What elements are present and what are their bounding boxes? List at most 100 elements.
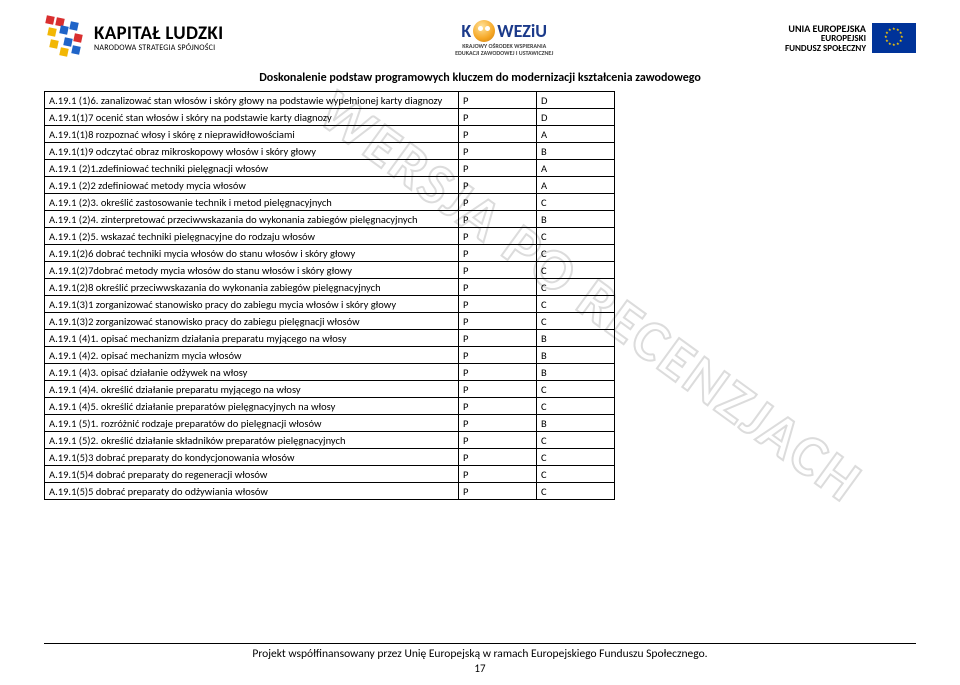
cell-category: C bbox=[537, 228, 615, 245]
cell-level: P bbox=[459, 126, 537, 143]
cell-category: D bbox=[537, 92, 615, 109]
table-row: A.19.1(3)2 zorganizować stanowisko pracy… bbox=[45, 313, 615, 330]
cell-category: B bbox=[537, 347, 615, 364]
table-row: A.19.1(5)4 dobrać preparaty do regenerac… bbox=[45, 466, 615, 483]
footer-divider bbox=[44, 643, 916, 644]
cell-category: C bbox=[537, 262, 615, 279]
page-number: 17 bbox=[0, 662, 960, 675]
cell-level: P bbox=[459, 466, 537, 483]
cell-level: P bbox=[459, 143, 537, 160]
document-page: KAPITAŁ LUDZKI NARODOWA STRATEGIA SPÓJNO… bbox=[0, 0, 960, 685]
owl-icon bbox=[473, 20, 495, 42]
table-row: A.19.1(5)5 dobrać preparaty do odżywiani… bbox=[45, 483, 615, 500]
cell-category: C bbox=[537, 296, 615, 313]
cell-category: C bbox=[537, 245, 615, 262]
cell-level: P bbox=[459, 415, 537, 432]
cell-category: B bbox=[537, 211, 615, 228]
cell-category: C bbox=[537, 466, 615, 483]
table-row: A.19.1(2)7dobrać metody mycia włosów do … bbox=[45, 262, 615, 279]
header: KAPITAŁ LUDZKI NARODOWA STRATEGIA SPÓJNO… bbox=[44, 8, 916, 68]
cell-category: C bbox=[537, 279, 615, 296]
cell-category: A bbox=[537, 160, 615, 177]
cell-description: A.19.1 (2)1.zdefiniować techniki pielęgn… bbox=[45, 160, 459, 177]
cell-category: A bbox=[537, 126, 615, 143]
table-row: A.19.1 (4)3. opisać działanie odżywek na… bbox=[45, 364, 615, 381]
eu-line1: UNIA EUROPEJSKA bbox=[788, 23, 866, 34]
table-row: A.19.1 (2)1.zdefiniować techniki pielęgn… bbox=[45, 160, 615, 177]
kl-text: KAPITAŁ LUDZKI NARODOWA STRATEGIA SPÓJNO… bbox=[94, 24, 223, 52]
cell-description: A.19.1(1)9 odczytać obraz mikroskopowy w… bbox=[45, 143, 459, 160]
cell-category: C bbox=[537, 483, 615, 500]
cell-level: P bbox=[459, 245, 537, 262]
kl-title: KAPITAŁ LUDZKI bbox=[94, 24, 223, 44]
table-row: A.19.1(2)6 dobrać techniki mycia włosów … bbox=[45, 245, 615, 262]
cell-level: P bbox=[459, 432, 537, 449]
cell-description: A.19.1 (5)1. rozróżnić rodzaje preparató… bbox=[45, 415, 459, 432]
koweziu-rest: WEZiU bbox=[497, 22, 547, 41]
table-row: A.19.1(2)8 określić przeciwwskazania do … bbox=[45, 279, 615, 296]
cell-level: P bbox=[459, 194, 537, 211]
cell-category: B bbox=[537, 330, 615, 347]
cell-category: B bbox=[537, 143, 615, 160]
cell-category: C bbox=[537, 449, 615, 466]
cell-level: P bbox=[459, 313, 537, 330]
cell-category: C bbox=[537, 432, 615, 449]
cell-description: A.19.1 (4)5. określić działanie preparat… bbox=[45, 398, 459, 415]
cell-level: P bbox=[459, 296, 537, 313]
logo-koweziu: K WEZiU KRAJOWY OŚRODEK WSPIERANIA EDUKA… bbox=[455, 20, 553, 56]
table-row: A.19.1 (2)5. wskazać techniki pielęgnacy… bbox=[45, 228, 615, 245]
cell-level: P bbox=[459, 228, 537, 245]
cell-description: A.19.1 (4)1. opisać mechanizm działania … bbox=[45, 330, 459, 347]
cell-level: P bbox=[459, 330, 537, 347]
logo-kapital-ludzki: KAPITAŁ LUDZKI NARODOWA STRATEGIA SPÓJNO… bbox=[44, 16, 223, 60]
cell-level: P bbox=[459, 177, 537, 194]
cell-level: P bbox=[459, 398, 537, 415]
page-title: Doskonalenie podstaw programowych klucze… bbox=[44, 71, 916, 85]
cell-description: A.19.1 (1)6. zanalizować stan włosów i s… bbox=[45, 92, 459, 109]
cell-description: A.19.1(3)2 zorganizować stanowisko pracy… bbox=[45, 313, 459, 330]
cell-level: P bbox=[459, 160, 537, 177]
koweziu-k: K bbox=[461, 22, 471, 41]
cell-level: P bbox=[459, 279, 537, 296]
table-row: A.19.1(3)1 zorganizować stanowisko pracy… bbox=[45, 296, 615, 313]
cell-level: P bbox=[459, 449, 537, 466]
table-row: A.19.1 (4)1. opisać mechanizm działania … bbox=[45, 330, 615, 347]
cell-description: A.19.1(2)8 określić przeciwwskazania do … bbox=[45, 279, 459, 296]
table-row: A.19.1 (4)4. określić działanie preparat… bbox=[45, 381, 615, 398]
table-row: A.19.1 (2)4. zinterpretować przeciwwskaz… bbox=[45, 211, 615, 228]
koweziu-wordmark: K WEZiU bbox=[461, 20, 547, 42]
cell-category: A bbox=[537, 177, 615, 194]
cell-category: D bbox=[537, 109, 615, 126]
cell-description: A.19.1 (2)4. zinterpretować przeciwwskaz… bbox=[45, 211, 459, 228]
table-row: A.19.1(5)3 dobrać preparaty do kondycjon… bbox=[45, 449, 615, 466]
cell-description: A.19.1(2)7dobrać metody mycia włosów do … bbox=[45, 262, 459, 279]
logo-eu: UNIA EUROPEJSKA EUROPEJSKI FUNDUSZ SPOŁE… bbox=[785, 23, 916, 54]
cell-description: A.19.1(1)7 ocenić stan włosów i skóry na… bbox=[45, 109, 459, 126]
cell-description: A.19.1 (4)3. opisać działanie odżywek na… bbox=[45, 364, 459, 381]
cell-category: B bbox=[537, 415, 615, 432]
cell-description: A.19.1(2)6 dobrać techniki mycia włosów … bbox=[45, 245, 459, 262]
cell-level: P bbox=[459, 262, 537, 279]
table-row: A.19.1 (2)3. określić zastosowanie techn… bbox=[45, 194, 615, 211]
kl-subtitle: NARODOWA STRATEGIA SPÓJNOŚCI bbox=[94, 44, 223, 52]
cell-description: A.19.1(5)4 dobrać preparaty do regenerac… bbox=[45, 466, 459, 483]
requirements-table: A.19.1 (1)6. zanalizować stan włosów i s… bbox=[44, 91, 615, 500]
cell-level: P bbox=[459, 364, 537, 381]
table-row: A.19.1(1)7 ocenić stan włosów i skóry na… bbox=[45, 109, 615, 126]
cell-level: P bbox=[459, 381, 537, 398]
cell-description: A.19.1 (4)2. opisać mechanizm mycia włos… bbox=[45, 347, 459, 364]
cell-category: B bbox=[537, 364, 615, 381]
cell-level: P bbox=[459, 347, 537, 364]
table-row: A.19.1 (4)2. opisać mechanizm mycia włos… bbox=[45, 347, 615, 364]
content: WERSJA PO RECENZJACH A.19.1 (1)6. zanali… bbox=[44, 91, 916, 500]
cell-level: P bbox=[459, 211, 537, 228]
cell-description: A.19.1 (5)2. określić działanie składnik… bbox=[45, 432, 459, 449]
eu-flag-icon: ★★★★★★★★★★★★ bbox=[872, 23, 916, 53]
eu-line3: FUNDUSZ SPOŁECZNY bbox=[785, 44, 866, 54]
cell-description: A.19.1 (2)5. wskazać techniki pielęgnacy… bbox=[45, 228, 459, 245]
cell-description: A.19.1 (2)3. określić zastosowanie techn… bbox=[45, 194, 459, 211]
cell-category: C bbox=[537, 313, 615, 330]
table-row: A.19.1 (1)6. zanalizować stan włosów i s… bbox=[45, 92, 615, 109]
koweziu-sub2: EDUKACJI ZAWODOWEJ I USTAWICZNEJ bbox=[455, 50, 553, 56]
table-row: A.19.1(1)9 odczytać obraz mikroskopowy w… bbox=[45, 143, 615, 160]
